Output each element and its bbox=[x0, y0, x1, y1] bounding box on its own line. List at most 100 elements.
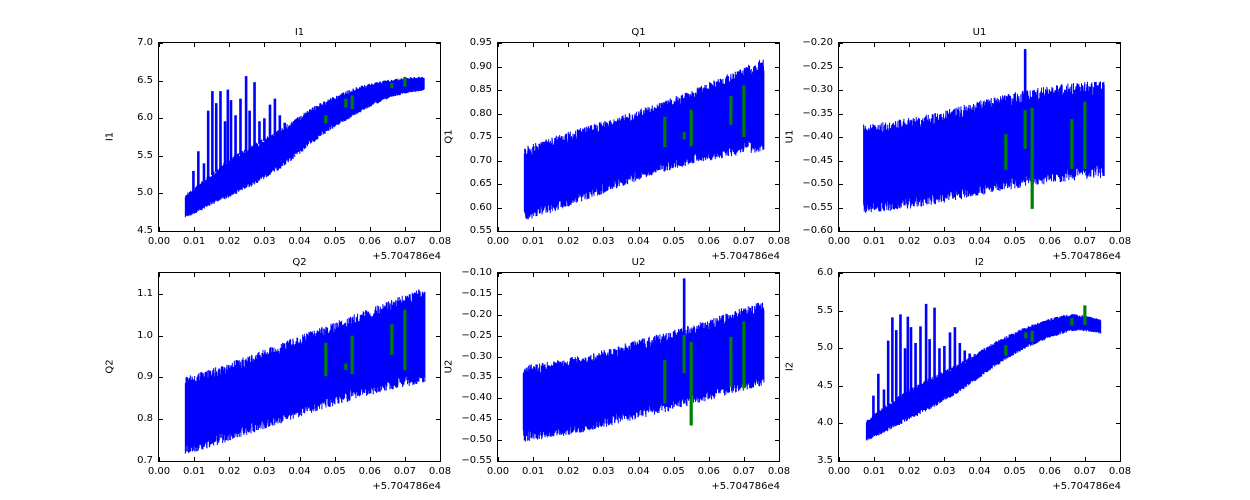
y-tick-label: 0.8 bbox=[137, 413, 153, 425]
x-tick-mark bbox=[874, 273, 876, 277]
y-tick-mark bbox=[436, 43, 440, 44]
x-tick-label: 0.03 bbox=[253, 466, 276, 477]
x-tick-label: 0.00 bbox=[486, 466, 510, 477]
x-tick-label: 0.01 bbox=[182, 236, 206, 247]
y-tick-mark bbox=[498, 137, 502, 138]
x-tick-label: 0.01 bbox=[862, 236, 886, 247]
subplot-title: I1 bbox=[294, 27, 305, 38]
y-tick-label: 4.0 bbox=[817, 417, 833, 429]
x-tick-mark bbox=[299, 457, 301, 461]
x-tick-mark bbox=[194, 457, 196, 461]
x-tick-mark bbox=[404, 457, 406, 461]
x-tick-mark bbox=[1049, 273, 1051, 277]
x-tick-label: 0.01 bbox=[521, 236, 545, 247]
y-tick-mark bbox=[498, 335, 502, 337]
x-tick-mark bbox=[229, 227, 231, 231]
y-tick-mark bbox=[1116, 207, 1120, 209]
y-tick-mark bbox=[775, 160, 779, 162]
y-tick-mark bbox=[498, 207, 502, 209]
y-tick-mark bbox=[436, 193, 440, 195]
x-tick-mark bbox=[229, 273, 231, 277]
y-tick-label: −0.35 bbox=[802, 107, 833, 119]
x-axis-offset-label: +5.704786e4 bbox=[711, 251, 780, 262]
y-tick-mark bbox=[436, 335, 440, 337]
x-tick-label: 0.05 bbox=[323, 236, 346, 247]
x-tick-label: 0.06 bbox=[697, 466, 720, 477]
series-canvas bbox=[184, 76, 425, 218]
y-tick-mark bbox=[775, 43, 779, 44]
x-tick-label: 0.00 bbox=[827, 236, 851, 247]
y-tick-label: 3.5 bbox=[817, 455, 833, 466]
x-tick-mark bbox=[909, 227, 911, 231]
x-tick-mark bbox=[638, 457, 640, 461]
y-tick-mark bbox=[1116, 66, 1120, 68]
y-tick-mark bbox=[1116, 43, 1120, 44]
x-tick-label: 0.08 bbox=[1108, 466, 1132, 477]
y-tick-mark bbox=[839, 423, 843, 425]
x-tick-mark bbox=[568, 43, 570, 47]
y-tick-label: 5.0 bbox=[137, 187, 153, 199]
x-tick-mark bbox=[839, 457, 840, 461]
y-tick-mark bbox=[498, 66, 502, 68]
series-canvas bbox=[863, 49, 1105, 213]
y-tick-mark bbox=[159, 419, 163, 421]
x-tick-mark bbox=[979, 273, 981, 277]
y-tick-mark bbox=[839, 90, 843, 91]
x-tick-label: 0.04 bbox=[627, 236, 650, 247]
x-axis-offset-label: +5.704786e4 bbox=[1052, 481, 1121, 492]
y-tick-label: −0.25 bbox=[802, 60, 833, 72]
x-tick-label: 0.03 bbox=[933, 236, 956, 247]
y-tick-label: 1.0 bbox=[137, 329, 153, 341]
y-tick-label: 5.0 bbox=[817, 342, 833, 354]
y-tick-label: −0.10 bbox=[461, 267, 492, 278]
y-tick-mark bbox=[839, 310, 843, 312]
x-tick-mark bbox=[404, 227, 406, 231]
y-tick-label: −0.15 bbox=[461, 287, 492, 299]
y-tick-mark bbox=[498, 377, 502, 379]
x-tick-mark bbox=[369, 43, 371, 47]
plot-area bbox=[497, 272, 780, 462]
x-tick-mark bbox=[1084, 43, 1086, 47]
y-tick-label: 0.90 bbox=[469, 60, 492, 72]
y-tick-label: 0.95 bbox=[469, 37, 492, 48]
x-tick-mark bbox=[404, 43, 406, 47]
x-tick-mark bbox=[159, 43, 160, 47]
y-tick-mark bbox=[436, 118, 440, 120]
y-tick-label: 4.5 bbox=[137, 225, 153, 236]
y-tick-label: −0.20 bbox=[802, 37, 833, 48]
y-tick-mark bbox=[1116, 273, 1120, 274]
y-tick-mark bbox=[498, 293, 502, 295]
y-tick-label: 0.80 bbox=[469, 107, 492, 119]
y-tick-label: −0.50 bbox=[802, 178, 833, 189]
y-tick-mark bbox=[775, 419, 779, 421]
y-tick-mark bbox=[436, 80, 440, 82]
x-tick-mark bbox=[1084, 273, 1086, 277]
y-tick-label: −0.35 bbox=[461, 371, 492, 383]
x-tick-label: 0.02 bbox=[218, 236, 241, 247]
x-tick-label: 0.05 bbox=[1003, 466, 1026, 477]
x-tick-mark bbox=[944, 43, 946, 47]
y-tick-mark bbox=[1116, 160, 1120, 162]
x-axis-offset-label: +5.704786e4 bbox=[711, 481, 780, 492]
y-tick-label: −0.40 bbox=[461, 392, 492, 404]
y-tick-mark bbox=[775, 356, 779, 358]
x-tick-mark bbox=[839, 43, 840, 47]
x-tick-mark bbox=[533, 273, 535, 277]
x-tick-label: 0.07 bbox=[393, 236, 417, 247]
y-tick-mark bbox=[839, 66, 843, 68]
y-tick-label: 6.0 bbox=[137, 112, 153, 124]
x-tick-mark bbox=[568, 457, 570, 461]
primary-series-band bbox=[184, 76, 425, 218]
y-tick-mark bbox=[1116, 137, 1120, 138]
x-tick-mark bbox=[638, 43, 640, 47]
x-tick-mark bbox=[229, 457, 231, 461]
x-tick-label: 0.08 bbox=[767, 466, 791, 477]
x-tick-mark bbox=[404, 273, 406, 277]
y-tick-mark bbox=[775, 66, 779, 68]
x-tick-label: 0.04 bbox=[627, 466, 650, 477]
y-tick-mark bbox=[159, 155, 163, 157]
